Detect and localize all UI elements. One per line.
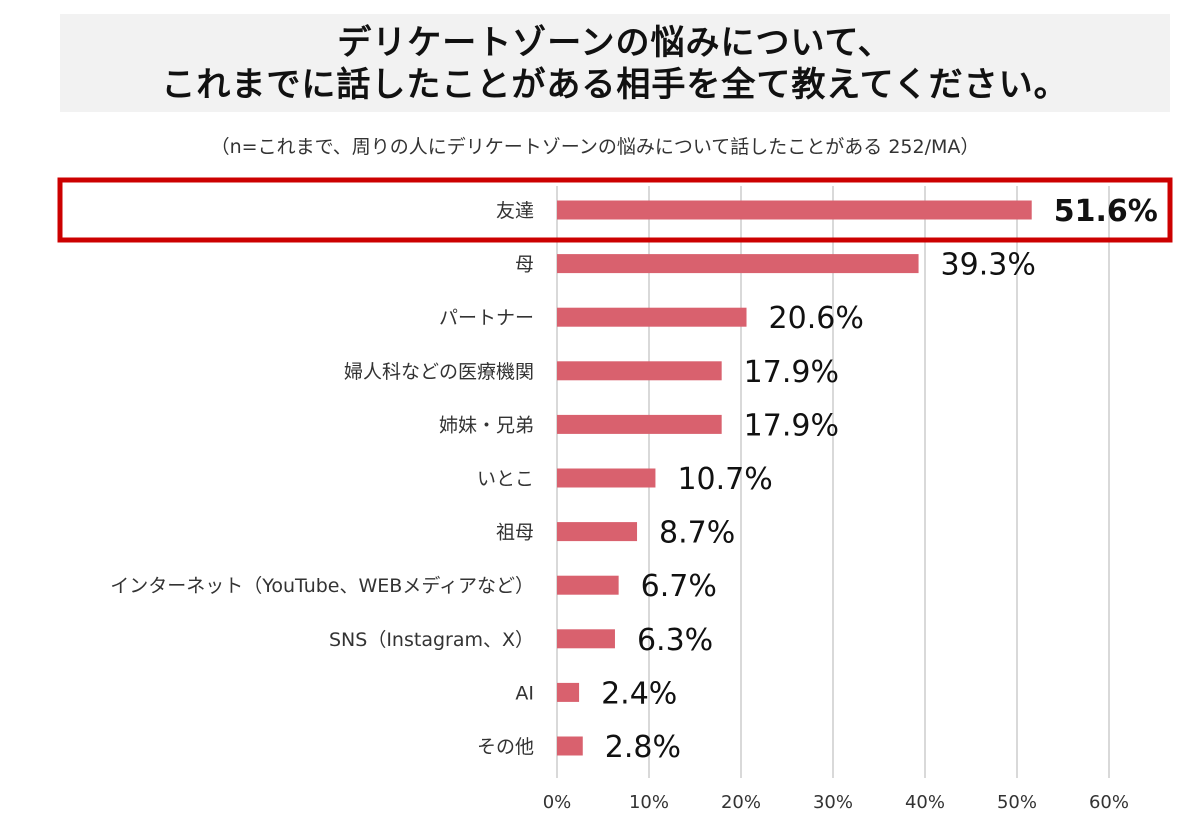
bar: [557, 307, 747, 327]
bar: [557, 468, 656, 488]
bar: [557, 575, 619, 595]
bar: [557, 522, 638, 542]
category-label: 母: [515, 254, 534, 276]
value-label: 51.6%: [1054, 194, 1158, 229]
value-label: 8.7%: [659, 516, 735, 551]
x-tick-label: 50%: [997, 792, 1037, 813]
category-label: いとこ: [477, 468, 534, 490]
x-tick-label: 10%: [629, 792, 669, 813]
bar: [557, 629, 615, 649]
highlight-frame: [57, 177, 1173, 243]
bar: [557, 414, 722, 434]
value-label: 2.4%: [601, 676, 677, 711]
value-label: 2.8%: [605, 730, 681, 765]
category-label: その他: [477, 736, 534, 758]
value-label: 39.3%: [941, 248, 1036, 283]
category-label: 姉妹・兄弟: [439, 414, 534, 436]
category-label: 祖母: [496, 522, 534, 544]
chart-subtitle: （n=これまで、周りの人にデリケートゾーンの悩みについて話したことがある 252…: [210, 136, 980, 158]
bar: [557, 200, 1032, 220]
value-label: 20.6%: [769, 301, 864, 336]
chart-title: デリケートゾーンの悩みについて、 これまでに話したことがある相手を全て教えてくだ…: [60, 14, 1170, 112]
x-tick-label: 60%: [1089, 792, 1129, 813]
value-label: 10.7%: [677, 462, 772, 497]
category-label: SNS（Instagram、X）: [329, 629, 534, 651]
x-tick-label: 30%: [813, 792, 853, 813]
value-label: 17.9%: [744, 355, 839, 390]
bar: [557, 361, 722, 381]
value-label: 17.9%: [744, 408, 839, 443]
x-tick-label: 40%: [905, 792, 945, 813]
category-label: AI: [515, 682, 534, 704]
category-label: パートナー: [439, 307, 534, 329]
chart-title-line-2: これまでに話したことがある相手を全て教えてください。: [161, 65, 1069, 105]
bar: [557, 254, 919, 274]
x-tick-label: 20%: [721, 792, 761, 813]
category-label: 友達: [496, 200, 534, 222]
value-label: 6.3%: [637, 623, 713, 658]
x-tick-label: 0%: [543, 792, 572, 813]
category-label: 婦人科などの医療機関: [344, 361, 534, 383]
category-label: インターネット（YouTube、WEBメディアなど）: [110, 575, 534, 597]
value-label: 6.7%: [641, 569, 717, 604]
bar: [557, 736, 583, 756]
chart-title-line-1: デリケートゾーンの悩みについて、: [337, 23, 893, 63]
bar: [557, 682, 580, 702]
